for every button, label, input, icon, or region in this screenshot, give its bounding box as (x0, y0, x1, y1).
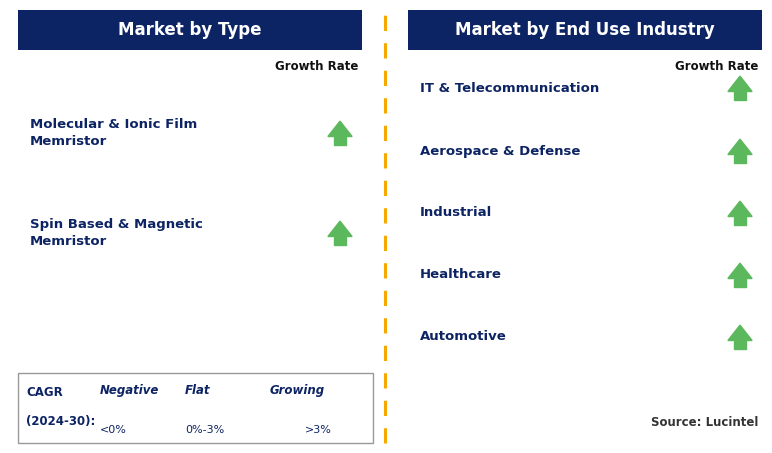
Polygon shape (734, 154, 747, 163)
Polygon shape (328, 121, 352, 136)
FancyBboxPatch shape (18, 10, 362, 50)
Text: >3%: >3% (305, 425, 332, 435)
Polygon shape (728, 76, 752, 92)
Text: Negative: Negative (100, 384, 159, 397)
Text: IT & Telecommunication: IT & Telecommunication (420, 82, 599, 95)
Text: Growth Rate: Growth Rate (275, 59, 358, 72)
Polygon shape (334, 136, 346, 145)
Text: CAGR: CAGR (26, 386, 63, 399)
Polygon shape (734, 217, 747, 225)
Polygon shape (734, 279, 747, 287)
Polygon shape (330, 402, 350, 414)
Polygon shape (728, 201, 752, 217)
Polygon shape (135, 409, 155, 421)
Text: Healthcare: Healthcare (420, 269, 502, 281)
Polygon shape (328, 221, 352, 236)
Polygon shape (205, 406, 215, 417)
Text: Molecular & Ionic Film
Memristor: Molecular & Ionic Film Memristor (30, 118, 198, 148)
Polygon shape (215, 400, 230, 423)
Text: Automotive: Automotive (420, 331, 506, 343)
Polygon shape (728, 263, 752, 279)
Polygon shape (734, 92, 747, 100)
Polygon shape (728, 325, 752, 341)
Text: Flat: Flat (185, 384, 211, 397)
Polygon shape (335, 414, 345, 421)
FancyBboxPatch shape (408, 10, 762, 50)
Text: Growth Rate: Growth Rate (675, 59, 758, 72)
Text: Market by Type: Market by Type (118, 21, 262, 39)
Text: (2024-30):: (2024-30): (26, 415, 96, 429)
Polygon shape (140, 402, 150, 409)
FancyBboxPatch shape (18, 373, 373, 443)
Polygon shape (334, 236, 346, 245)
Polygon shape (728, 139, 752, 154)
Polygon shape (734, 341, 747, 349)
Text: Source: Lucintel: Source: Lucintel (651, 415, 758, 429)
Text: <0%: <0% (100, 425, 127, 435)
Text: Market by End Use Industry: Market by End Use Industry (455, 21, 715, 39)
Text: Aerospace & Defense: Aerospace & Defense (420, 145, 581, 158)
Text: Industrial: Industrial (420, 207, 493, 220)
Text: Growing: Growing (270, 384, 325, 397)
Text: Spin Based & Magnetic
Memristor: Spin Based & Magnetic Memristor (30, 218, 203, 248)
Text: 0%-3%: 0%-3% (185, 425, 224, 435)
